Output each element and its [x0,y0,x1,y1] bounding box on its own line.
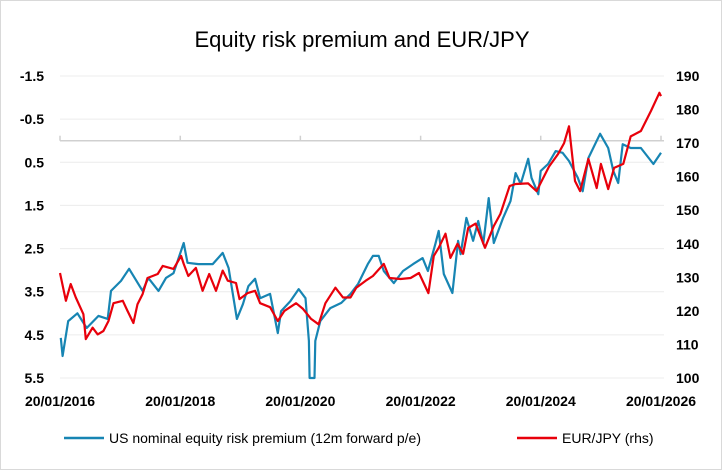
right-tick-label: 190 [676,68,700,84]
x-tick-label: 20/01/2016 [25,393,95,409]
left-tick-label: 2.5 [25,241,45,257]
legend: US nominal equity risk premium (12m forw… [64,430,654,446]
x-axis [59,135,664,142]
gridlines [60,75,664,379]
right-tick-label: 180 [676,102,700,118]
left-tick-label: 4.5 [25,327,45,343]
series-lines [58,91,662,380]
series-line-eurjpy [58,91,662,341]
left-tick-label: 0.5 [25,154,45,170]
left-tick-label: 3.5 [25,284,45,300]
right-tick-label: 160 [676,169,700,185]
right-tick-label: 150 [676,202,700,218]
x-tick-label: 20/01/2020 [265,393,335,409]
left-axis-ticks: -1.5 -0.5 0.5 1.5 2.5 3.5 4.5 5.5 [20,68,44,386]
right-axis-ticks: 100 110 120 130 140 150 160 170 180 190 [676,68,700,386]
left-tick-label: -1.5 [20,68,44,84]
left-tick-label: 1.5 [25,197,45,213]
right-tick-label: 100 [676,370,700,386]
x-tick-label: 20/01/2026 [626,393,696,409]
right-tick-label: 140 [676,236,700,252]
series-line-erp [59,132,662,380]
x-tick-label: 20/01/2018 [145,393,215,409]
left-tick-label: -0.5 [20,111,44,127]
legend-label-eurjpy: EUR/JPY (rhs) [562,430,654,446]
legend-label-erp: US nominal equity risk premium (12m forw… [109,430,421,446]
x-tick-label: 20/01/2022 [386,393,456,409]
right-tick-label: 120 [676,303,700,319]
left-tick-label: 5.5 [25,370,45,386]
right-tick-label: 110 [676,336,699,352]
right-tick-label: 170 [676,135,700,151]
right-tick-label: 130 [676,269,700,285]
x-axis-ticks: 20/01/2016 20/01/2018 20/01/2020 20/01/2022… [25,393,696,409]
x-tick-label: 20/01/2024 [506,393,576,409]
chart-title: Equity risk premium and EUR/JPY [195,27,530,52]
